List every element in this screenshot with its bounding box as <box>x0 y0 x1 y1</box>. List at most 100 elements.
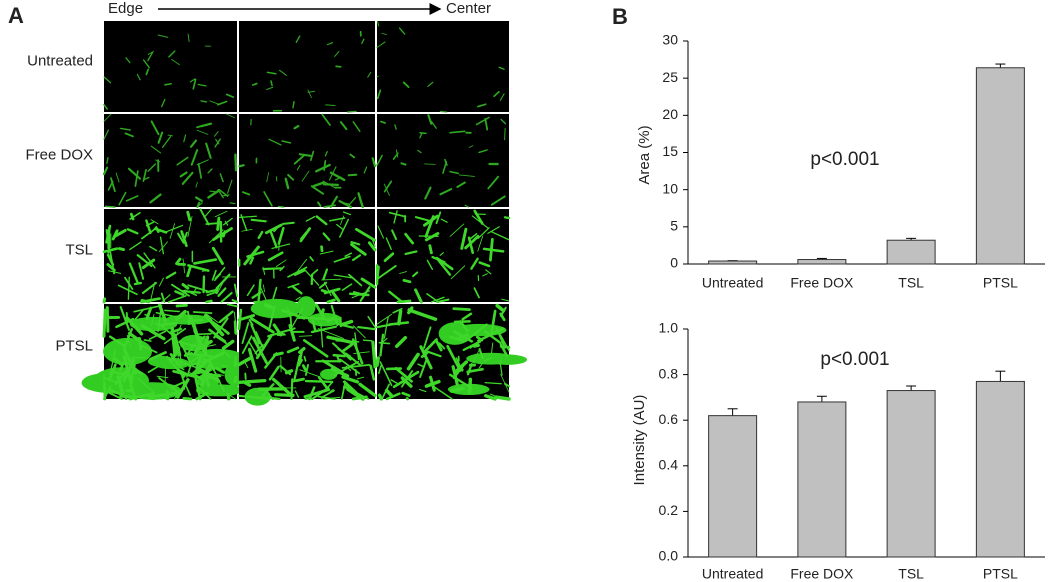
fluorescence-streak <box>424 232 440 242</box>
fluorescence-blob <box>296 296 316 318</box>
fluorescence-streak <box>284 369 294 375</box>
fluorescence-streak <box>179 171 188 178</box>
fluorescence-streak <box>404 232 415 245</box>
fluorescence-streak <box>484 381 502 385</box>
fluorescence-streak <box>275 259 287 268</box>
fluorescence-streak <box>157 131 164 144</box>
fluorescence-streak <box>203 208 213 218</box>
fluorescence-streak <box>359 200 364 209</box>
fluorescence-streak <box>188 315 201 343</box>
fluorescence-streak <box>164 82 172 86</box>
fluorescence-streak <box>104 205 116 208</box>
fluorescence-streak <box>499 312 506 322</box>
fluorescence-streak <box>171 381 184 389</box>
fluorescence-streak <box>266 172 270 183</box>
fluorescence-streak <box>484 394 497 401</box>
fluorescence-streak <box>340 381 347 400</box>
fluorescence-streak <box>321 113 331 126</box>
fluorescence-streak <box>478 261 491 268</box>
fluorescence-streak <box>452 307 471 312</box>
fluorescence-streak <box>460 227 468 250</box>
y-tick-label: 0.6 <box>659 411 679 427</box>
fluorescence-streak <box>251 291 262 299</box>
fluorescence-streak <box>118 191 127 206</box>
fluorescence-streak <box>183 352 193 357</box>
annotation: p<0.001 <box>810 149 879 170</box>
fluorescence-streak <box>161 136 172 149</box>
fluorescence-streak <box>490 342 494 355</box>
fluorescence-streak <box>320 289 328 294</box>
fluorescence-streak <box>143 176 150 181</box>
fluorescence-streak <box>426 350 442 358</box>
fluorescence-streak <box>187 216 193 238</box>
x-tick-label: Free DOX <box>790 566 854 582</box>
fluorescence-streak <box>381 32 387 35</box>
fluorescence-streak <box>288 323 296 342</box>
fluorescence-streak <box>273 351 284 357</box>
fluorescence-streak <box>477 227 490 240</box>
fluorescence-streak <box>377 21 380 27</box>
fluorescence-streak <box>383 183 390 196</box>
fluorescence-streak <box>371 157 377 168</box>
fluorescence-streak <box>257 278 262 302</box>
fluorescence-streak <box>319 250 334 255</box>
fluorescence-streak <box>211 269 217 281</box>
fluorescence-streak <box>334 176 342 181</box>
fluorescence-streak <box>468 233 478 241</box>
fluorescence-streak <box>377 265 397 280</box>
fluorescence-streak <box>356 394 359 400</box>
micrograph-tile <box>239 114 375 207</box>
micrograph-tile <box>104 21 237 112</box>
fluorescence-streak <box>489 393 503 400</box>
bar <box>975 380 1025 558</box>
fluorescence-streak <box>310 325 338 334</box>
fluorescence-streak <box>490 230 510 241</box>
fluorescence-streak <box>255 333 273 360</box>
fluorescence-streak <box>351 338 364 365</box>
fluorescence-streak <box>136 254 153 268</box>
fluorescence-streak <box>102 308 107 338</box>
fluorescence-streak <box>355 227 377 242</box>
fluorescence-streak <box>190 149 199 166</box>
fluorescence-streak <box>362 339 373 342</box>
fluorescence-streak <box>292 101 295 109</box>
fluorescence-streak <box>209 190 218 193</box>
y-tick-label: 1.0 <box>659 320 679 336</box>
fluorescence-streak <box>126 228 139 235</box>
fluorescence-streak <box>175 303 188 308</box>
fluorescence-streak <box>179 360 205 372</box>
fluorescence-streak <box>472 343 480 348</box>
fluorescence-streak <box>205 288 218 294</box>
fluorescence-streak <box>181 171 194 185</box>
fluorescence-streak <box>417 149 422 154</box>
micrograph-tile <box>239 21 375 112</box>
fluorescence-streak <box>284 177 290 190</box>
fluorescence-streak <box>438 342 446 350</box>
fluorescence-streak <box>201 357 209 362</box>
fluorescence-streak <box>200 122 213 128</box>
y-tick-label: 10 <box>662 180 678 196</box>
fluorescence-streak <box>449 386 465 393</box>
fluorescence-streak <box>379 333 385 357</box>
fluorescence-streak <box>138 262 145 280</box>
fluorescence-streak <box>125 57 131 64</box>
fluorescence-streak <box>140 324 166 341</box>
fluorescence-streak <box>489 237 494 262</box>
fluorescence-streak <box>377 225 384 239</box>
fluorescence-streak <box>478 149 488 154</box>
row-label: Untreated <box>27 52 93 69</box>
fluorescence-streak <box>279 69 287 76</box>
fluorescence-streak <box>252 336 269 365</box>
fluorescence-streak <box>489 309 497 338</box>
fluorescence-streak <box>109 370 123 375</box>
fluorescence-streak <box>249 256 255 265</box>
micrograph-tile <box>239 209 375 302</box>
fluorescence-streak <box>452 364 465 380</box>
fluorescence-streak <box>286 346 300 354</box>
fluorescence-streak <box>127 331 143 344</box>
x-tick-label: PTSL <box>983 566 1018 582</box>
fluorescence-streak <box>250 317 275 334</box>
fluorescence-streak <box>181 290 201 294</box>
fluorescence-streak <box>352 254 362 262</box>
fluorescence-streak <box>262 267 284 271</box>
